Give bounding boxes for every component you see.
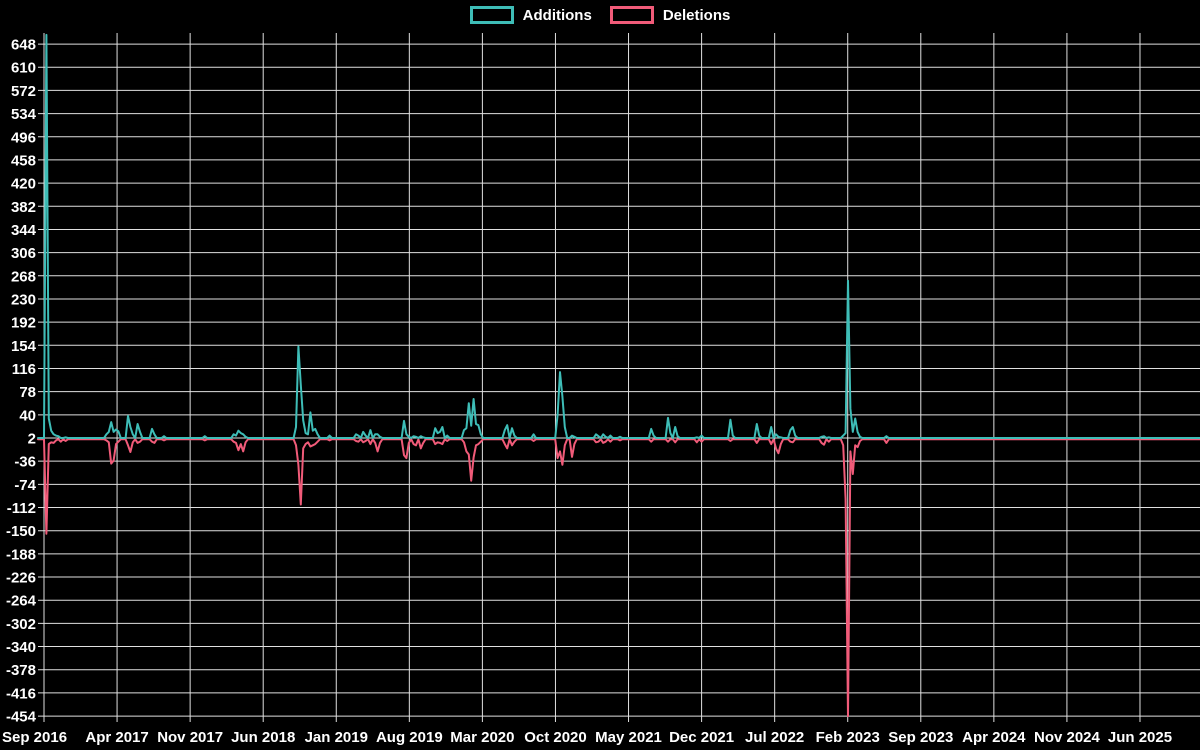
y-tick-label: -416 — [6, 685, 36, 702]
y-tick-label: 534 — [11, 106, 37, 123]
y-tick-label: -264 — [6, 593, 37, 610]
y-tick-label: -226 — [6, 570, 36, 587]
y-tick-label: 192 — [11, 315, 36, 332]
legend-label-deletions: Deletions — [662, 6, 731, 24]
deletions-line — [37, 438, 1200, 718]
y-tick-label: -302 — [6, 616, 36, 633]
x-tick-label: Nov 2017 — [157, 729, 223, 746]
y-tick-label: 382 — [11, 199, 36, 216]
y-tick-label: 268 — [11, 268, 36, 285]
y-tick-label: -112 — [7, 500, 36, 517]
additions-swatch-icon — [469, 6, 514, 24]
legend-item-deletions[interactable]: Deletions — [609, 6, 731, 24]
x-tick-label: Aug 2019 — [376, 729, 443, 746]
y-tick-label: -74 — [14, 477, 36, 494]
x-tick-label: Sep 2023 — [888, 729, 953, 746]
x-tick-label: Apr 2024 — [962, 729, 1026, 746]
y-tick-label: -454 — [6, 709, 37, 726]
y-tick-label: 496 — [11, 129, 36, 146]
y-tick-label: 78 — [19, 384, 36, 401]
x-tick-label: Jan 2019 — [305, 729, 368, 746]
y-tick-label: -378 — [6, 662, 36, 679]
x-axis-labels: Sep 2016 Apr 2017 Nov 2017 Jun 2018 Jan 2019… — [2, 729, 1172, 746]
y-tick-label: 306 — [11, 245, 36, 262]
x-tick-label: Feb 2023 — [816, 729, 880, 746]
y-tick-label: 572 — [11, 83, 36, 100]
x-tick-label: Mar 2020 — [450, 729, 514, 746]
y-tick-label: 230 — [11, 291, 36, 308]
horizontal-gridlines — [38, 43, 1200, 717]
x-tick-label: Jun 2025 — [1108, 729, 1172, 746]
x-tick-label: Dec 2021 — [669, 729, 734, 746]
x-tick-label: Nov 2024 — [1034, 729, 1101, 746]
legend-label-additions: Additions — [522, 6, 592, 24]
y-tick-label: 2 — [28, 431, 36, 448]
y-tick-label: -188 — [6, 546, 36, 563]
x-tick-label: Oct 2020 — [524, 729, 587, 746]
deletions-swatch-icon — [609, 6, 654, 24]
x-tick-label: Sep 2016 — [2, 729, 67, 746]
x-tick-label: May 2021 — [595, 729, 662, 746]
y-tick-label: -340 — [6, 639, 36, 656]
y-tick-label: 648 — [11, 37, 36, 54]
x-tick-label: Apr 2017 — [85, 729, 148, 746]
y-tick-label: 344 — [11, 222, 37, 239]
y-tick-label: 458 — [11, 152, 36, 169]
y-tick-label: 154 — [11, 338, 37, 355]
y-tick-label: 116 — [12, 361, 36, 378]
y-tick-label: -36 — [14, 454, 36, 471]
x-tick-label: Jun 2018 — [231, 729, 295, 746]
y-axis-labels: 648 610 572 534 496 458 420 382 344 306 268 230 192 1… — [6, 37, 37, 726]
legend: Additions Deletions — [0, 6, 1200, 24]
x-tick-label: Jul 2022 — [745, 729, 804, 746]
y-tick-label: 610 — [11, 60, 36, 77]
legend-item-additions[interactable]: Additions — [469, 6, 592, 24]
y-tick-label: 40 — [19, 407, 36, 424]
additions-line — [37, 33, 1200, 439]
y-tick-label: 420 — [11, 176, 36, 193]
y-tick-label: -150 — [6, 523, 36, 540]
